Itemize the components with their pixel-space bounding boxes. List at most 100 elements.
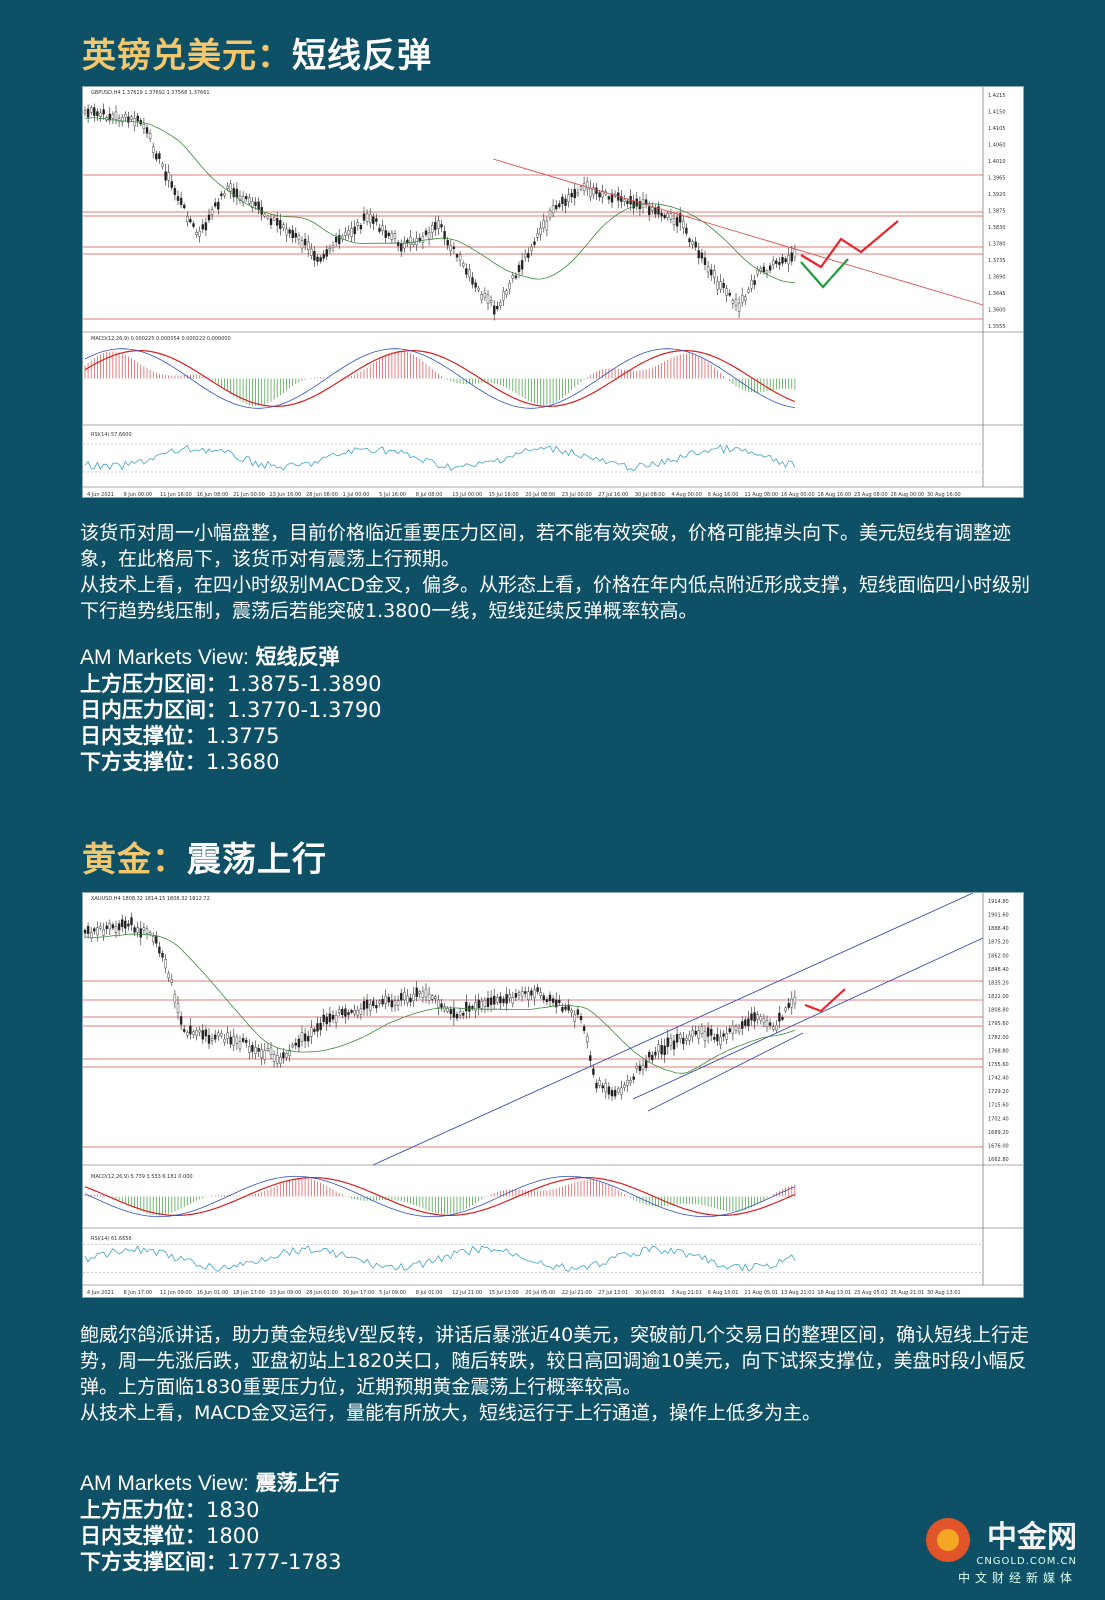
candle-body	[613, 1089, 617, 1097]
candle-body	[161, 952, 164, 958]
candle-body	[396, 242, 400, 246]
gold-y-axis: 1914.80 1901.60 1888.40 1875.20 1862.00 1848.…	[988, 899, 1009, 1163]
up-arrow-icon	[804, 988, 846, 1013]
gold-level-value: 1800	[206, 1524, 260, 1548]
candle-body	[319, 257, 322, 262]
candle-body	[499, 302, 502, 307]
gold-view-line: AM Markets View: 震荡上行	[80, 1470, 341, 1497]
candle-body	[567, 1004, 570, 1011]
candle-body	[353, 1010, 356, 1015]
candle-body	[362, 1001, 366, 1010]
gbp-macd-label: MACD(12,26,9) 0.000225 0.000054 0.000222…	[91, 336, 231, 342]
candle-body	[514, 275, 518, 279]
gold-level-label: 上方压力位：	[80, 1498, 206, 1522]
candle-body	[254, 1046, 257, 1054]
candle-body	[505, 290, 508, 295]
candle-body	[409, 997, 412, 1003]
x-tick-label: 23 Jun 09:00	[270, 1290, 302, 1296]
y-tick-label: 1.3600	[988, 308, 1006, 314]
gbp-y-axis: 1.4215 1.4150 1.4105 1.4060 1.4010 1.3965 1.39…	[988, 93, 1006, 330]
candle-body	[331, 1015, 335, 1020]
y-tick-label: 1.3690	[988, 275, 1006, 281]
gbp-level-value: 1.3875-1.3890	[227, 672, 382, 696]
candle-body	[793, 996, 797, 1005]
candle-body	[176, 1003, 180, 1013]
candle-body	[542, 220, 545, 229]
gold-rsi-label: RSI(14) 61.6656	[91, 1236, 132, 1242]
candle-body	[768, 265, 772, 271]
candle-body	[232, 1036, 236, 1046]
candle-body	[328, 248, 332, 252]
candle-body	[579, 1016, 583, 1020]
candle-body	[275, 1055, 279, 1064]
candle-body	[589, 187, 592, 197]
candle-body	[359, 225, 363, 230]
gold-level-row: 日内支撑位：1800	[80, 1523, 341, 1549]
candle-body	[325, 1016, 329, 1025]
candle-body	[744, 1019, 747, 1026]
candle-body	[313, 251, 316, 261]
candle-body	[505, 994, 508, 1004]
candle-body	[108, 113, 111, 121]
candle-body	[787, 1003, 790, 1008]
x-tick-label: 30 Jun 17:00	[343, 1290, 375, 1296]
y-tick-label: 1835.20	[988, 980, 1009, 986]
candle-body	[759, 1016, 762, 1021]
candle-body	[328, 1013, 332, 1023]
candle-body	[595, 187, 598, 194]
candle-body	[223, 193, 226, 196]
x-tick-label: 11 Jun 16:00	[160, 492, 192, 498]
y-tick-label: 1.4215	[988, 93, 1006, 99]
candle-body	[378, 1000, 381, 1004]
x-tick-label: 26 Aug 00:00	[890, 492, 924, 498]
x-tick-label: 5 Jul 09:00	[379, 1290, 406, 1296]
candle-body	[124, 114, 127, 118]
candle-body	[297, 235, 301, 240]
gbp-title-separator: ：	[257, 36, 292, 76]
candle-body	[632, 1076, 635, 1080]
candle-body	[654, 1051, 657, 1056]
candle-body	[542, 995, 545, 1001]
candle-body	[279, 1056, 282, 1064]
candle-body	[604, 1083, 607, 1093]
candle-body	[446, 239, 449, 246]
candle-body	[341, 235, 344, 239]
candle-body	[700, 252, 704, 259]
candle-body	[697, 250, 700, 259]
candle-body	[421, 991, 425, 998]
candle-body	[654, 207, 657, 215]
candle-body	[427, 993, 431, 1001]
candle-body	[573, 1014, 576, 1022]
candle-body	[666, 1037, 669, 1047]
candle-body	[369, 1003, 372, 1011]
candle-body	[790, 998, 793, 1008]
x-tick-label: 16 Aug 00:00	[781, 492, 815, 498]
candle-body	[173, 993, 177, 1003]
gbp-chart-svg: GBPUSD,H4 1.37619 1.37692 1.37568 1.3766…	[83, 87, 1023, 498]
candle-body	[477, 287, 480, 291]
candle-body	[387, 996, 390, 1003]
y-tick-label: 1808.80	[988, 1008, 1009, 1014]
candle-body	[300, 240, 304, 249]
candle-body	[499, 996, 502, 1004]
y-tick-label: 1.4105	[988, 126, 1006, 132]
gbp-rsi-label: RSI(14) 57.6600	[91, 432, 132, 438]
x-tick-label: 23 Aug 05:01	[854, 1290, 888, 1296]
candle-body	[148, 932, 152, 935]
candle-body	[288, 229, 291, 234]
candle-body	[772, 260, 775, 266]
candle-body	[337, 235, 341, 244]
candle-body	[564, 198, 567, 206]
candle-body	[173, 188, 177, 195]
candle-body	[213, 202, 217, 207]
candle-body	[765, 270, 769, 274]
gold-paragraph-1: 鲍威尔鸽派讲话，助力黄金短线V型反转，讲话后暴涨近40美元，突破前几个交易日的整…	[80, 1324, 1030, 1398]
candle-body	[564, 1006, 567, 1010]
candle-body	[651, 1055, 654, 1061]
candle-body	[421, 236, 425, 243]
gold-level-value: 1777-1783	[227, 1550, 342, 1574]
candle-body	[198, 1029, 201, 1033]
candle-body	[396, 1000, 400, 1006]
candle-body	[623, 199, 626, 202]
candle-body	[161, 163, 164, 167]
